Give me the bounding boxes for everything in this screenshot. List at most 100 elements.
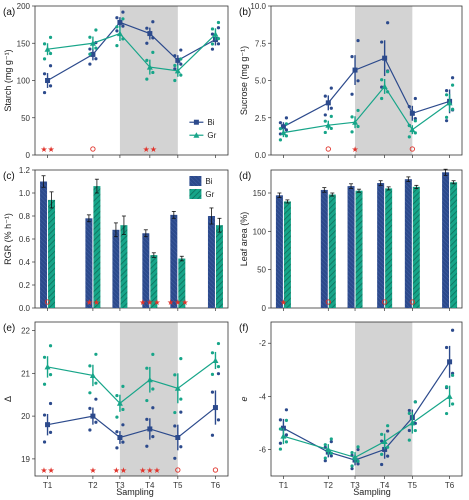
replicate-point [380, 432, 384, 436]
replicate-point [115, 393, 119, 398]
replicate-point [278, 138, 283, 142]
replicate-point [350, 451, 354, 455]
replicate-point [88, 62, 92, 66]
mean-marker-bi [117, 19, 123, 25]
replicate-point [284, 122, 289, 126]
replicate-point [115, 430, 119, 434]
replicate-point [94, 381, 98, 385]
replicate-point [145, 41, 149, 45]
x-tick-label: T1 [43, 481, 53, 490]
replicate-point [210, 32, 215, 36]
replicate-point [121, 384, 125, 388]
y-tick-label: 50 [21, 114, 30, 123]
mean-marker-bi [409, 110, 415, 116]
replicate-point [115, 446, 119, 450]
replicate-point [380, 96, 384, 101]
x-tick-label: T2 [88, 481, 98, 490]
series-line-gr [47, 360, 216, 405]
replicate-point [42, 382, 47, 386]
y-tick-label: 0.6 [19, 235, 31, 244]
replicate-point [278, 427, 283, 431]
bar-bi [40, 181, 48, 308]
mean-marker-gr [280, 129, 287, 136]
replicate-point [94, 57, 98, 61]
replicate-point [42, 355, 47, 359]
replicate-point [356, 445, 360, 449]
mean-marker-bi [447, 359, 453, 365]
sig-marker-stars: ★★ [86, 298, 100, 307]
replicate-point [216, 26, 221, 30]
bar-gr [385, 188, 393, 308]
mean-marker-gr [381, 438, 388, 444]
replicate-point [121, 10, 125, 14]
replicate-point [329, 454, 333, 458]
mean-marker-bi [90, 51, 96, 57]
replicate-point [450, 402, 455, 406]
panel-letter: (d) [239, 171, 251, 182]
replicate-point [413, 96, 417, 101]
mean-marker-bi [45, 78, 51, 83]
replicate-point [386, 90, 390, 94]
replicate-point [356, 108, 360, 113]
replicate-point [145, 77, 149, 81]
y-tick-label: 100 [17, 77, 31, 86]
series-line-bi [47, 407, 216, 439]
replicate-point [413, 400, 417, 404]
y-tick-label: 0 [26, 151, 31, 160]
x-axis-title-right: Sampling [353, 487, 391, 497]
replicate-point [323, 459, 327, 463]
replicate-point [323, 443, 327, 447]
replicate-point [380, 439, 384, 443]
plot-frame [270, 321, 463, 477]
replicate-point [145, 26, 149, 30]
replicate-point [145, 58, 149, 62]
series-line-bi [283, 57, 450, 128]
replicate-point [42, 413, 47, 417]
replicate-point [444, 411, 449, 416]
replicate-point [278, 447, 283, 451]
y-axis-title: RGR (% h⁻¹) [3, 213, 13, 265]
mean-marker-gr [89, 372, 96, 378]
y-tick-label: 1.0 [19, 189, 31, 198]
y-tick-label: -2 [259, 339, 267, 348]
y-axis-title: Leaf area (%) [239, 212, 249, 267]
replicate-point [407, 135, 411, 139]
replicate-point [450, 328, 455, 332]
replicate-point [329, 114, 333, 118]
mean-marker-bi [212, 405, 218, 411]
replicate-point [323, 94, 327, 98]
bar-bi [320, 189, 328, 308]
replicate-point [350, 115, 354, 119]
bar-gr [412, 186, 420, 308]
replicate-point [407, 411, 411, 415]
replicate-point [356, 447, 360, 452]
mean-marker-gr [44, 363, 51, 370]
mean-marker-bi [175, 57, 181, 63]
bar-bi [377, 183, 385, 308]
replicate-point [386, 424, 390, 428]
shaded-period [119, 6, 178, 155]
mean-marker-bi [147, 31, 153, 37]
y-tick-label: 0.4 [19, 258, 31, 267]
y-tick-label: 0.0 [255, 151, 267, 160]
sig-marker-circle [381, 299, 388, 305]
shaded-period [119, 322, 178, 476]
mean-marker-gr [381, 83, 388, 89]
sig-marker-stars: ★★★ [167, 298, 189, 307]
replicate-point [380, 78, 384, 82]
bar-gr [215, 225, 223, 308]
mean-marker-bi [45, 422, 51, 428]
replicate-point [88, 52, 92, 56]
replicate-point [115, 29, 119, 33]
replicate-point [173, 78, 177, 83]
replicate-point [173, 54, 177, 58]
bar-gr [120, 225, 128, 308]
replicate-point [48, 84, 53, 88]
replicate-point [210, 27, 215, 31]
mean-marker-gr [116, 30, 123, 37]
replicate-point [145, 417, 149, 421]
replicate-point [284, 440, 289, 444]
replicate-point [284, 433, 289, 437]
y-tick-label: 0.0 [19, 304, 31, 313]
